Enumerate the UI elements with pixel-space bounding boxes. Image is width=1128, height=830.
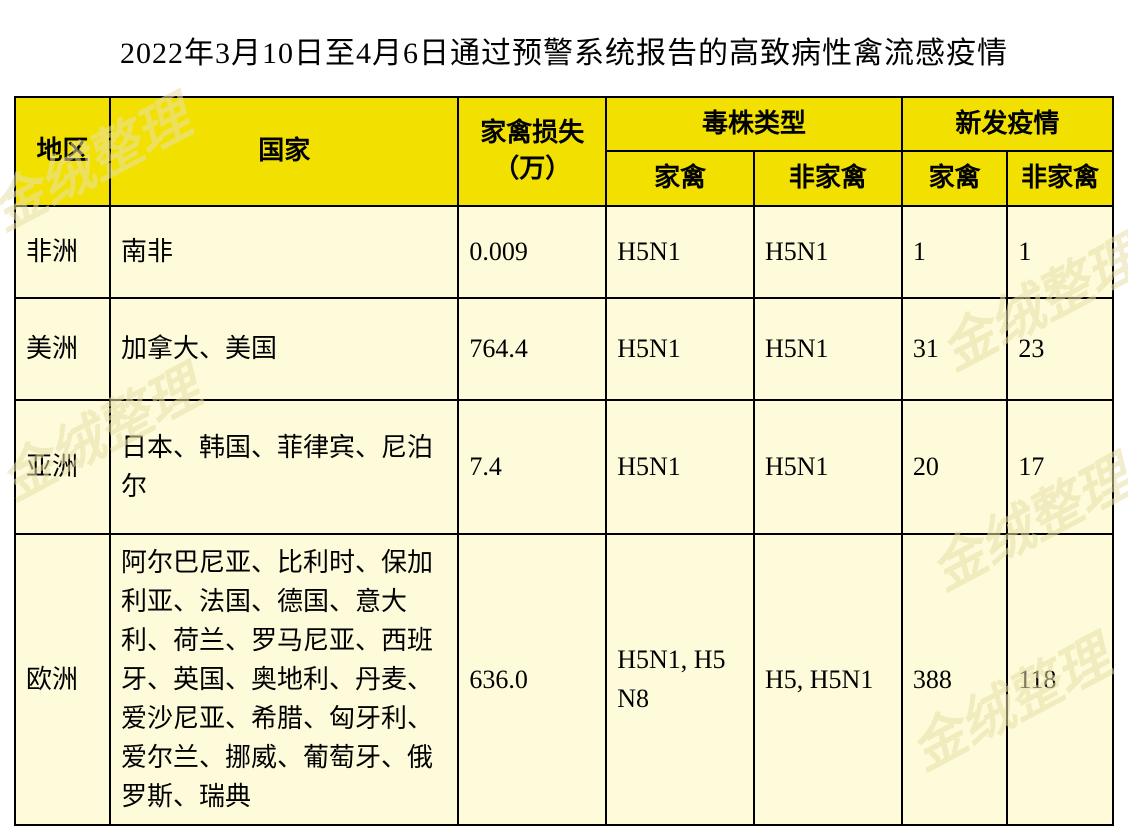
cell-strain-poultry: H5N1: [606, 298, 754, 400]
cell-region: 亚洲: [15, 400, 110, 534]
cell-loss: 764.4: [458, 298, 606, 400]
cell-outbreak-nonpoultry: 1: [1007, 206, 1113, 298]
cell-loss: 7.4: [458, 400, 606, 534]
table-body: 非洲 南非 0.009 H5N1 H5N1 1 1 美洲 加拿大、美国 764.…: [15, 206, 1113, 825]
table-row: 非洲 南非 0.009 H5N1 H5N1 1 1: [15, 206, 1113, 298]
cell-outbreak-poultry: 388: [902, 534, 1008, 825]
cell-strain-nonpoultry: H5N1: [754, 400, 902, 534]
page-title: 2022年3月10日至4月6日通过预警系统报告的高致病性禽流感疫情: [0, 0, 1128, 96]
page-root: 金绒整理 金绒整理 金绒整理 金绒整理 金绒整理 2022年3月10日至4月6日…: [0, 0, 1128, 830]
col-header-strain-nonpoultry: 非家禽: [754, 151, 902, 205]
col-header-outbreak-group: 新发疫情: [902, 97, 1113, 151]
cell-outbreak-poultry: 20: [902, 400, 1008, 534]
col-header-strain-poultry: 家禽: [606, 151, 754, 205]
cell-country: 加拿大、美国: [110, 298, 458, 400]
cell-country: 南非: [110, 206, 458, 298]
cell-region: 美洲: [15, 298, 110, 400]
col-header-loss: 家禽损失（万）: [458, 97, 606, 206]
col-header-outbreak-nonpoultry: 非家禽: [1007, 151, 1113, 205]
col-header-strain-group: 毒株类型: [606, 97, 902, 151]
table-row: 欧洲 阿尔巴尼亚、比利时、保加利亚、法国、德国、意大利、荷兰、罗马尼亚、西班牙、…: [15, 534, 1113, 825]
cell-strain-nonpoultry: H5N1: [754, 206, 902, 298]
cell-outbreak-nonpoultry: 23: [1007, 298, 1113, 400]
table-row: 亚洲 日本、韩国、菲律宾、尼泊尔 7.4 H5N1 H5N1 20 17: [15, 400, 1113, 534]
cell-outbreak-nonpoultry: 118: [1007, 534, 1113, 825]
cell-strain-nonpoultry: H5, H5N1: [754, 534, 902, 825]
cell-region: 非洲: [15, 206, 110, 298]
col-header-outbreak-poultry: 家禽: [902, 151, 1008, 205]
cell-loss: 0.009: [458, 206, 606, 298]
col-header-country: 国家: [110, 97, 458, 206]
cell-strain-poultry: H5N1: [606, 400, 754, 534]
cell-strain-nonpoultry: H5N1: [754, 298, 902, 400]
cell-country: 日本、韩国、菲律宾、尼泊尔: [110, 400, 458, 534]
cell-outbreak-poultry: 31: [902, 298, 1008, 400]
cell-country: 阿尔巴尼亚、比利时、保加利亚、法国、德国、意大利、荷兰、罗马尼亚、西班牙、英国、…: [110, 534, 458, 825]
cell-loss: 636.0: [458, 534, 606, 825]
cell-region: 欧洲: [15, 534, 110, 825]
table-head: 地区 国家 家禽损失（万） 毒株类型 新发疫情 家禽 非家禽 家禽 非家禽: [15, 97, 1113, 206]
cell-strain-poultry: H5N1, H5N8: [606, 534, 754, 825]
cell-strain-poultry: H5N1: [606, 206, 754, 298]
cell-outbreak-nonpoultry: 17: [1007, 400, 1113, 534]
outbreak-table: 地区 国家 家禽损失（万） 毒株类型 新发疫情 家禽 非家禽 家禽 非家禽 非洲…: [14, 96, 1114, 826]
col-header-region: 地区: [15, 97, 110, 206]
table-row: 美洲 加拿大、美国 764.4 H5N1 H5N1 31 23: [15, 298, 1113, 400]
cell-outbreak-poultry: 1: [902, 206, 1008, 298]
